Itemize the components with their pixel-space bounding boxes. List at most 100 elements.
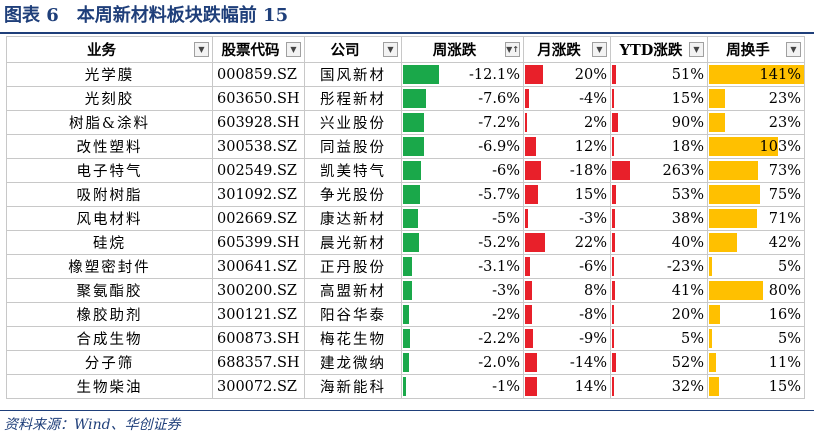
- data-bar: [525, 161, 541, 180]
- cell-industry: 聚氨酯胶: [6, 278, 213, 303]
- data-bar: [403, 113, 425, 132]
- data-bar: [709, 305, 720, 324]
- data-bar: [525, 65, 543, 84]
- dropdown-icon[interactable]: ▼: [286, 42, 301, 57]
- table-row: 橡塑密封件 300641.SZ 正丹股份 -3.1% -6% -23% 5%: [6, 254, 805, 279]
- data-bar: [403, 233, 419, 252]
- dropdown-icon[interactable]: ▼: [383, 42, 398, 57]
- decliners-table: 业务 ▼ 股票代码 ▼ 公司 ▼ 周涨跌 ▼↑ 月涨跌 ▼ YTD涨跌 ▼ 周换手 ▼ 光学膜…: [6, 36, 805, 399]
- data-bar: [709, 353, 717, 372]
- header-ytd-change: YTD涨跌 ▼: [610, 36, 708, 63]
- cell-code: 603928.SH: [212, 110, 305, 135]
- data-bar: [403, 305, 409, 324]
- cell-weekly-change: -6.9%: [401, 134, 524, 159]
- cell-weekly-turnover: 71%: [707, 206, 805, 231]
- data-bar: [709, 161, 759, 180]
- cell-code: 301092.SZ: [212, 182, 305, 207]
- cell-value: -14%: [569, 354, 607, 371]
- cell-value: -7.2%: [478, 114, 520, 131]
- data-bar: [525, 257, 531, 276]
- data-bar: [612, 377, 615, 396]
- cell-value: 12%: [574, 138, 607, 155]
- cell-value: 16%: [768, 306, 801, 323]
- dropdown-icon[interactable]: ▼: [786, 42, 801, 57]
- cell-monthly-change: 12%: [523, 134, 611, 159]
- cell-ytd-change: 15%: [610, 86, 708, 111]
- cell-monthly-change: -14%: [523, 350, 611, 375]
- cell-code: 002669.SZ: [212, 206, 305, 231]
- cell-code: 000859.SZ: [212, 62, 305, 87]
- cell-value: -12.1%: [469, 66, 520, 83]
- cell-ytd-change: 32%: [610, 374, 708, 399]
- data-bar: [403, 137, 424, 156]
- cell-weekly-turnover: 23%: [707, 110, 805, 135]
- cell-value: 41%: [671, 282, 704, 299]
- dropdown-icon[interactable]: ▼: [689, 42, 704, 57]
- cell-weekly-change: -7.2%: [401, 110, 524, 135]
- cell-ytd-change: 38%: [610, 206, 708, 231]
- cell-value: 2%: [583, 114, 607, 131]
- data-bar: [612, 329, 614, 348]
- cell-industry: 合成生物: [6, 326, 213, 351]
- cell-code: 605399.SH: [212, 230, 305, 255]
- cell-monthly-change: 8%: [523, 278, 611, 303]
- cell-weekly-turnover: 80%: [707, 278, 805, 303]
- cell-monthly-change: 22%: [523, 230, 611, 255]
- cell-ytd-change: 18%: [610, 134, 708, 159]
- table-row: 橡胶助剂 300121.SZ 阳谷华泰 -2% -8% 20% 16%: [6, 302, 805, 327]
- cell-value: 141%: [759, 66, 801, 83]
- header-code: 股票代码 ▼: [212, 36, 305, 63]
- data-bar: [403, 65, 439, 84]
- table-row: 光学膜 000859.SZ 国风新材 -12.1% 20% 51% 141%: [6, 62, 805, 87]
- data-bar: [709, 89, 725, 108]
- cell-value: 5%: [777, 330, 801, 347]
- data-bar: [709, 257, 713, 276]
- cell-value: 38%: [671, 210, 704, 227]
- cell-code: 300641.SZ: [212, 254, 305, 279]
- data-bar: [612, 305, 614, 324]
- table-row: 电子特气 002549.SZ 凯美特气 -6% -18% 263% 73%: [6, 158, 805, 183]
- cell-company: 高盟新材: [304, 278, 402, 303]
- cell-company: 国风新材: [304, 62, 402, 87]
- cell-value: 20%: [671, 306, 704, 323]
- cell-ytd-change: 263%: [610, 158, 708, 183]
- data-bar: [525, 209, 528, 228]
- cell-monthly-change: -4%: [523, 86, 611, 111]
- cell-weekly-change: -2.0%: [401, 350, 524, 375]
- data-bar: [612, 65, 616, 84]
- cell-monthly-change: -9%: [523, 326, 611, 351]
- sorted-dropdown-icon[interactable]: ▼↑: [505, 42, 520, 57]
- cell-value: 51%: [671, 66, 704, 83]
- cell-weekly-change: -7.6%: [401, 86, 524, 111]
- dropdown-icon[interactable]: ▼: [592, 42, 607, 57]
- cell-value: -9%: [579, 330, 607, 347]
- cell-value: 32%: [671, 378, 704, 395]
- data-bar: [403, 377, 406, 396]
- dropdown-icon[interactable]: ▼: [194, 42, 209, 57]
- cell-value: -1%: [492, 378, 520, 395]
- table-row: 分子筛 688357.SH 建龙微纳 -2.0% -14% 52% 11%: [6, 350, 805, 375]
- data-bar: [612, 161, 630, 180]
- cell-value: 14%: [574, 378, 607, 395]
- cell-value: -23%: [666, 258, 704, 275]
- cell-value: 80%: [768, 282, 801, 299]
- data-bar: [709, 65, 804, 84]
- data-bar: [612, 137, 614, 156]
- cell-value: -5.7%: [478, 186, 520, 203]
- cell-ytd-change: 41%: [610, 278, 708, 303]
- cell-monthly-change: -3%: [523, 206, 611, 231]
- cell-value: 263%: [662, 162, 704, 179]
- cell-value: -2%: [492, 306, 520, 323]
- title-divider: [0, 32, 814, 34]
- data-bar: [525, 137, 536, 156]
- data-bar: [612, 257, 614, 276]
- cell-code: 600873.SH: [212, 326, 305, 351]
- cell-industry: 风电材料: [6, 206, 213, 231]
- cell-industry: 硅烷: [6, 230, 213, 255]
- cell-monthly-change: 14%: [523, 374, 611, 399]
- cell-ytd-change: 90%: [610, 110, 708, 135]
- cell-weekly-turnover: 5%: [707, 254, 805, 279]
- cell-industry: 吸附树脂: [6, 182, 213, 207]
- cell-code: 300072.SZ: [212, 374, 305, 399]
- cell-weekly-change: -5.2%: [401, 230, 524, 255]
